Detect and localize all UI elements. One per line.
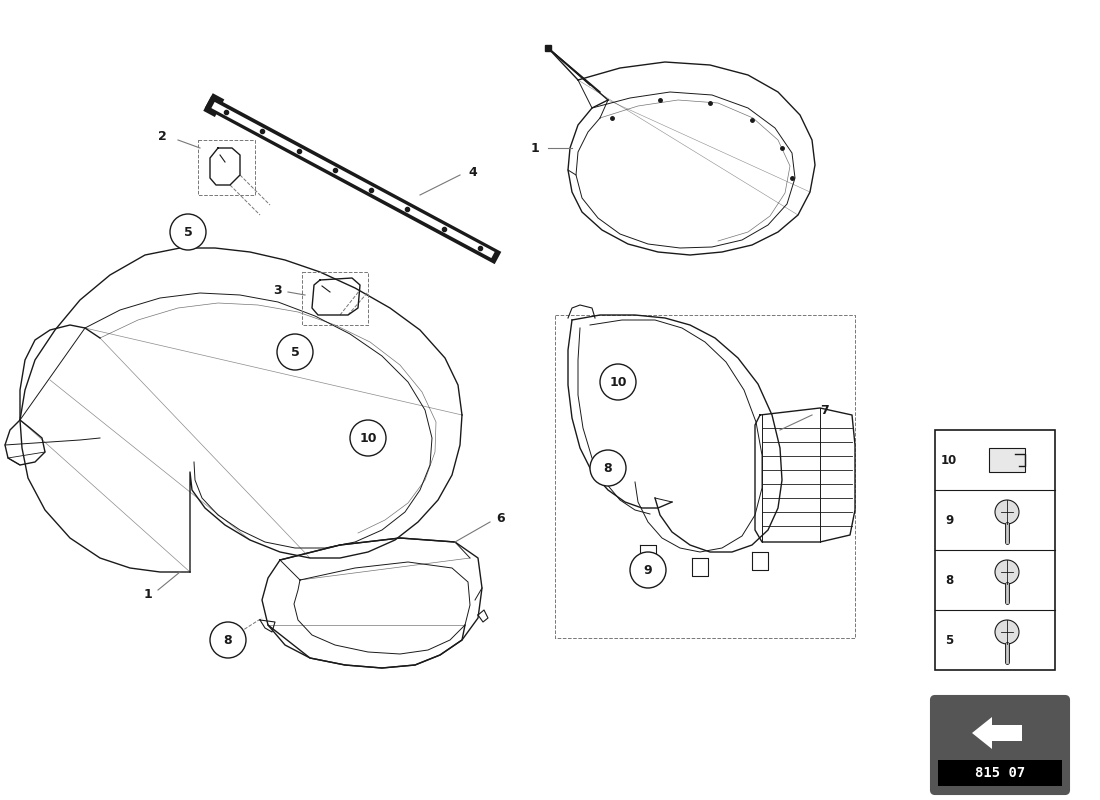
FancyBboxPatch shape [931, 696, 1069, 794]
Text: 7: 7 [820, 403, 828, 417]
Text: 2: 2 [157, 130, 166, 142]
Bar [989, 448, 1025, 472]
Circle shape [996, 560, 1019, 584]
Text: 4: 4 [468, 166, 476, 178]
Bar [935, 430, 1055, 670]
Text: 6: 6 [496, 511, 505, 525]
Text: 8: 8 [223, 634, 232, 646]
Text: 9: 9 [644, 563, 652, 577]
Text: 8: 8 [945, 574, 953, 586]
Text: 10: 10 [940, 454, 957, 466]
Circle shape [996, 620, 1019, 644]
Text: 10: 10 [360, 431, 376, 445]
Circle shape [600, 364, 636, 400]
Text: 3: 3 [274, 283, 283, 297]
Text: 8: 8 [604, 462, 613, 474]
Circle shape [630, 552, 666, 588]
FancyArrow shape [204, 93, 224, 117]
Text: 5: 5 [290, 346, 299, 358]
Circle shape [210, 622, 246, 658]
Circle shape [277, 334, 313, 370]
Text: 1: 1 [144, 589, 153, 602]
Text: 5: 5 [945, 634, 953, 646]
Circle shape [996, 500, 1019, 524]
FancyArrow shape [205, 96, 502, 264]
Circle shape [590, 450, 626, 486]
Text: 5: 5 [184, 226, 192, 238]
Text: 1: 1 [530, 142, 539, 154]
Bar [938, 760, 1062, 786]
Text: 10: 10 [609, 375, 627, 389]
Circle shape [350, 420, 386, 456]
FancyArrow shape [211, 102, 495, 258]
Polygon shape [972, 717, 1022, 749]
Circle shape [170, 214, 206, 250]
Text: 9: 9 [945, 514, 953, 526]
Text: 815 07: 815 07 [975, 766, 1025, 780]
